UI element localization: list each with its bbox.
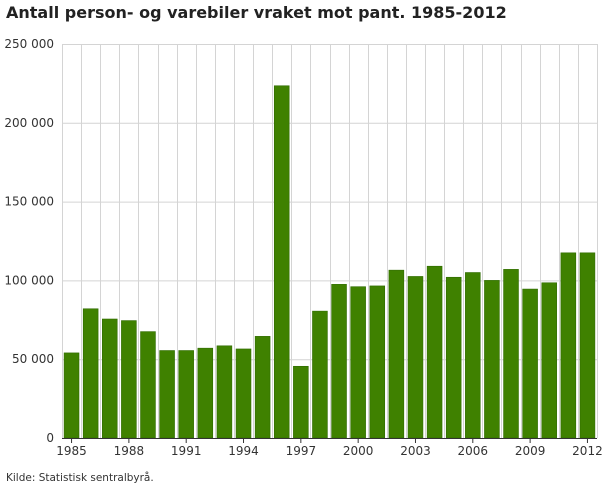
bar-2005 — [445, 276, 462, 439]
bar-2010 — [541, 282, 557, 439]
chart-title: Antall person- og varebiler vraket mot p… — [6, 3, 507, 22]
x-tick-label: 1991 — [171, 444, 202, 458]
y-tick-labels: 0 50 000 100 000 150 000 200 000 250 000 — [4, 37, 54, 445]
y-tick-label: 50 000 — [12, 352, 54, 366]
bar-1999 — [331, 284, 347, 439]
x-tick-label: 2003 — [400, 444, 431, 458]
bar-2012 — [579, 252, 596, 439]
axes — [62, 438, 597, 443]
source-note: Kilde: Statistisk sentralbyrå. — [6, 472, 154, 484]
x-tick-labels: 1985 1988 1991 1994 1997 2000 2003 2006 2009 2012 — [56, 444, 602, 458]
bar-2004 — [426, 265, 443, 439]
bar-1990 — [159, 350, 175, 439]
bar-1986 — [82, 308, 99, 439]
bar-2000 — [350, 286, 366, 439]
gridlines — [62, 44, 598, 438]
bar-1987 — [102, 318, 118, 439]
x-tick-label: 2000 — [343, 444, 374, 458]
y-tick-label: 100 000 — [4, 273, 54, 287]
x-tick-label: 2012 — [572, 444, 603, 458]
y-tick-label: 200 000 — [4, 116, 54, 130]
bars — [63, 85, 596, 439]
bar-1991 — [178, 350, 194, 439]
bar-2007 — [484, 280, 500, 439]
y-tick-label: 0 — [46, 431, 54, 445]
bar-2009 — [522, 288, 538, 439]
bar-1993 — [216, 345, 233, 439]
bar-1994 — [235, 348, 252, 439]
x-tick-label: 1994 — [228, 444, 259, 458]
bar-1998 — [312, 310, 328, 439]
bar-2003 — [407, 276, 424, 439]
bar-2006 — [465, 272, 481, 439]
x-tick-label: 2006 — [458, 444, 489, 458]
bar-1992 — [197, 347, 214, 439]
bar-2008 — [503, 269, 519, 439]
bar-2011 — [560, 252, 577, 439]
x-tick-label: 1988 — [114, 444, 145, 458]
x-tick-label: 2009 — [515, 444, 546, 458]
bar-1997 — [293, 365, 309, 439]
bar-1989 — [140, 331, 156, 439]
bar-1988 — [121, 320, 137, 439]
bar-2001 — [369, 285, 386, 439]
x-tick-label: 1985 — [56, 444, 87, 458]
x-tick-label: 1997 — [286, 444, 317, 458]
bar-1985 — [63, 352, 80, 439]
bar-1996 — [273, 85, 290, 439]
y-tick-label: 250 000 — [4, 37, 54, 51]
bar-1995 — [254, 336, 271, 439]
bar-2002 — [388, 269, 405, 439]
y-tick-label: 150 000 — [4, 195, 54, 209]
